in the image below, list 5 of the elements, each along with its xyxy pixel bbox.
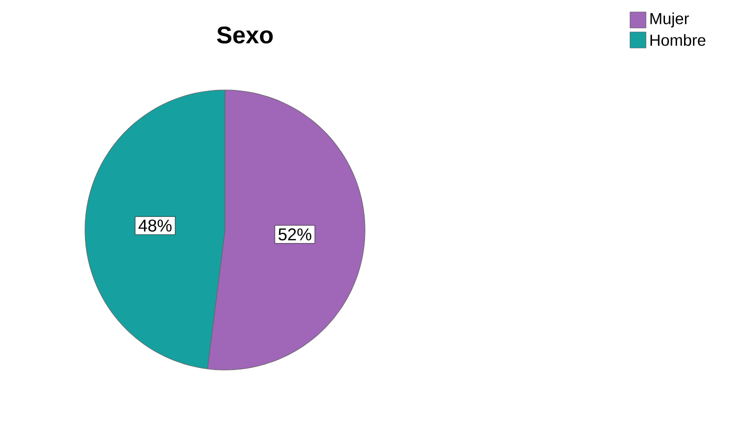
data-label: 48% [138,220,172,232]
data-label: 52% [278,228,312,240]
legend-label: Mujer [650,12,689,28]
legend-label: Hombre [650,34,706,46]
chart-title: Sexo [217,26,273,44]
